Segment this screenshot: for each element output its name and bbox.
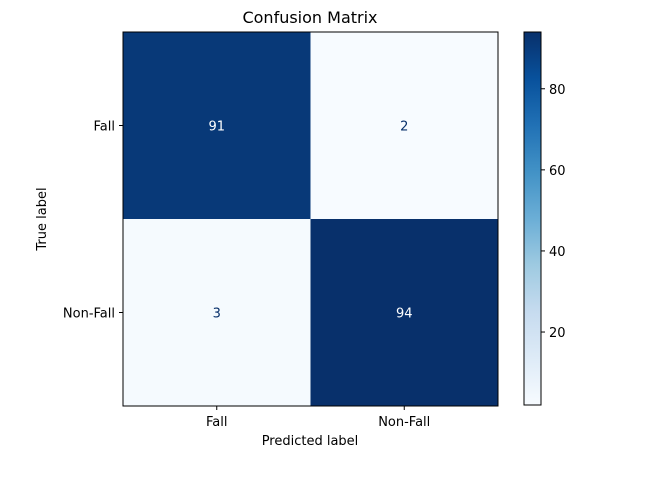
cell-value-label: 91 bbox=[208, 120, 225, 135]
y-tick-label: Non-Fall bbox=[63, 307, 115, 322]
y-axis-label: True label bbox=[35, 187, 50, 251]
x-axis-label: Predicted label bbox=[262, 434, 359, 449]
colorbar-tick-label: 80 bbox=[549, 83, 566, 98]
heatmap-cell bbox=[123, 32, 311, 219]
heatmap-cell bbox=[123, 219, 311, 406]
x-tick-label: Non-Fall bbox=[378, 415, 430, 430]
cell-value-label: 94 bbox=[396, 307, 413, 322]
cell-value-label: 3 bbox=[213, 307, 221, 322]
x-tick-label: Fall bbox=[206, 415, 227, 430]
heatmap-cells: 91 2 3 94 bbox=[123, 32, 498, 406]
colorbar-tick-label: 20 bbox=[549, 326, 566, 341]
colorbar-tick-label: 40 bbox=[549, 245, 566, 260]
heatmap-cell bbox=[310, 32, 498, 219]
chart-title: Confusion Matrix bbox=[242, 8, 377, 27]
colorbar bbox=[523, 31, 542, 406]
heatmap-cell bbox=[310, 219, 498, 406]
cell-value-label: 2 bbox=[400, 120, 408, 135]
x-axis-ticks: Fall Non-Fall bbox=[206, 406, 430, 430]
plot-frame bbox=[122, 31, 499, 407]
colorbar-ticks: 20 40 60 80 bbox=[541, 83, 566, 341]
y-tick-label: Fall bbox=[94, 120, 115, 135]
y-axis-ticks: Fall Non-Fall bbox=[63, 120, 123, 322]
colorbar-tick-label: 60 bbox=[549, 164, 566, 179]
